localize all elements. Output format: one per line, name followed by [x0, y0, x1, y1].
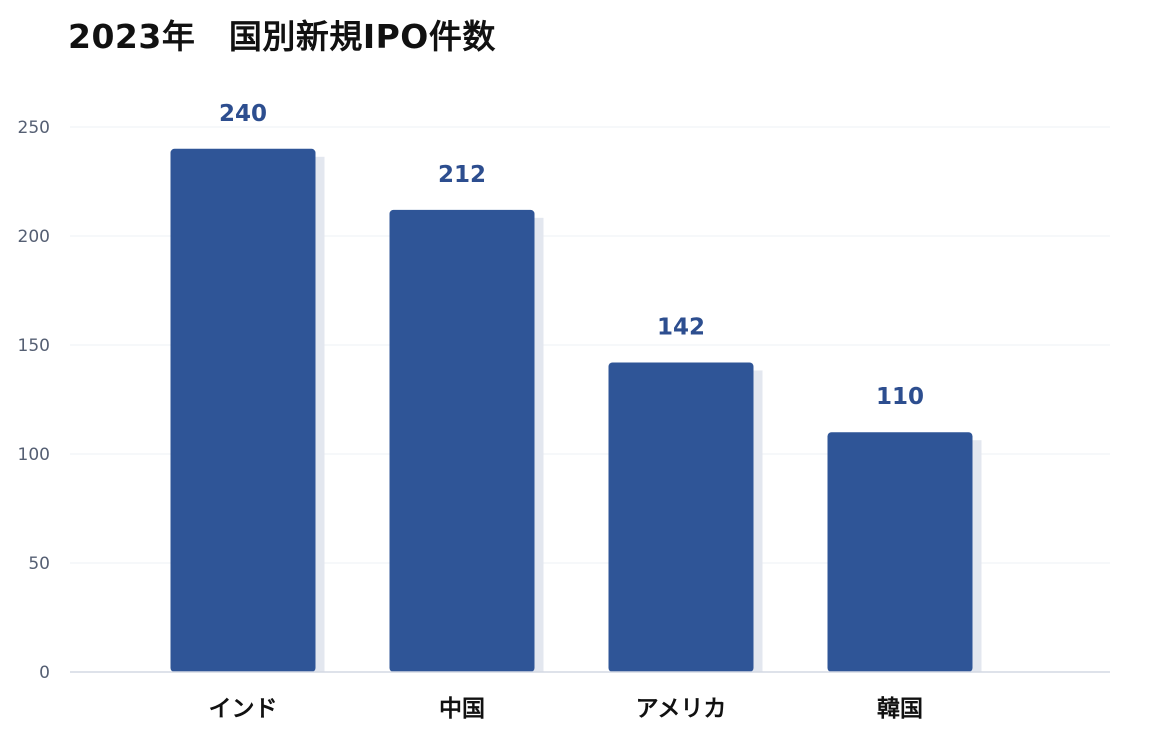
bar-value-label: 240 [219, 101, 267, 127]
y-tick-label: 100 [18, 445, 50, 465]
x-category-label: インド [209, 696, 278, 722]
bar [827, 432, 973, 672]
bar-value-label: 142 [657, 314, 705, 340]
bar [608, 362, 754, 672]
y-axis: 0 50 100 150 200 250 [18, 118, 50, 683]
y-tick-label: 250 [18, 118, 50, 138]
y-tick-label: 0 [39, 663, 50, 683]
y-tick-label: 50 [28, 554, 50, 574]
bar-value-label: 212 [438, 162, 486, 188]
y-tick-label: 150 [18, 336, 50, 356]
chart-title: 2023年 国別新規IPO件数 [68, 17, 496, 56]
x-category-label: 中国 [439, 696, 485, 722]
bars [170, 148, 982, 673]
x-axis: インド 中国 アメリカ 韓国 [70, 671, 1110, 722]
x-category-label: 韓国 [877, 695, 923, 722]
bar [170, 148, 316, 673]
bar-value-label: 110 [876, 384, 924, 410]
y-tick-label: 200 [18, 227, 50, 247]
value-labels: 240 212 142 110 [219, 101, 924, 410]
bar [389, 209, 535, 672]
x-category-label: アメリカ [636, 696, 727, 722]
